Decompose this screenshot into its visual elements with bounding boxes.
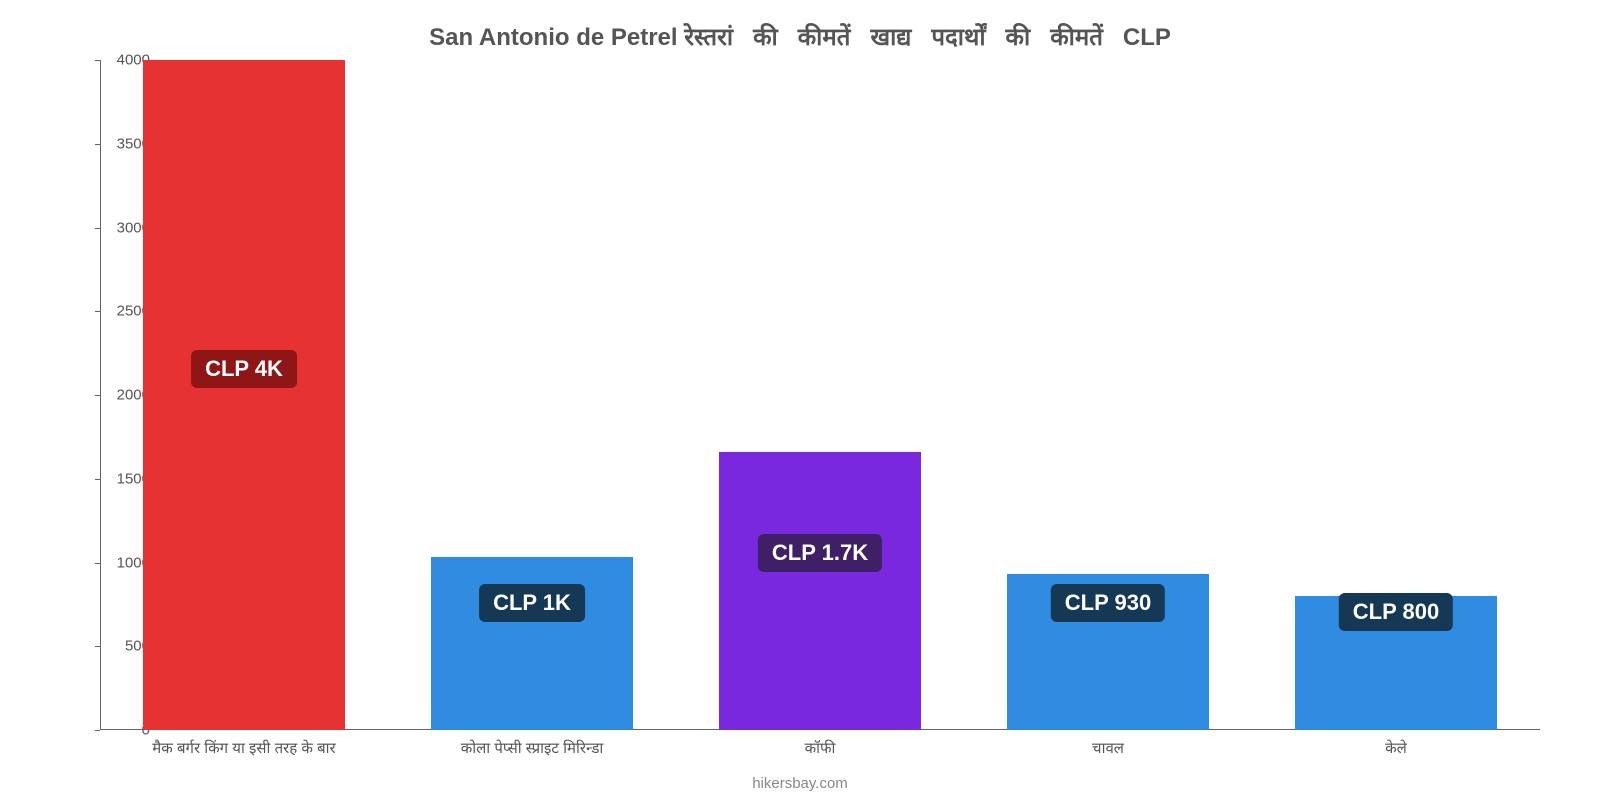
y-tick-label: 0 [90,722,150,739]
x-tick-label: केले [1385,738,1407,758]
x-tick-label: कॉफी [805,738,836,758]
y-tick-label: 3000 [90,219,150,236]
y-tick-label: 500 [90,638,150,655]
y-tick-label: 1000 [90,554,150,571]
value-badge: CLP 1K [479,584,585,622]
x-tick-label: चावल [1092,738,1124,758]
y-tick-label: 4000 [90,52,150,69]
chart-footer: hikersbay.com [40,775,1560,792]
y-tick-label: 2000 [90,387,150,404]
plot-area: 05001000150020002500300035004000मैक बर्ग… [100,60,1540,730]
x-tick-label: कोला पेप्सी स्प्राइट मिरिन्डा [461,738,604,758]
y-tick-label: 3500 [90,135,150,152]
bar [143,60,345,730]
y-tick-label: 1500 [90,470,150,487]
chart-title: San Antonio de Petrel रेस्तरां की कीमतें… [40,20,1560,53]
price-chart: San Antonio de Petrel रेस्तरां की कीमतें… [40,0,1560,800]
value-badge: CLP 800 [1339,593,1453,631]
y-tick-label: 2500 [90,303,150,320]
value-badge: CLP 1.7K [758,534,882,572]
value-badge: CLP 930 [1051,584,1165,622]
value-badge: CLP 4K [191,350,297,388]
bar [719,452,921,730]
bar [431,557,633,730]
x-tick-label: मैक बर्गर किंग या इसी तरह के बार [152,738,335,758]
